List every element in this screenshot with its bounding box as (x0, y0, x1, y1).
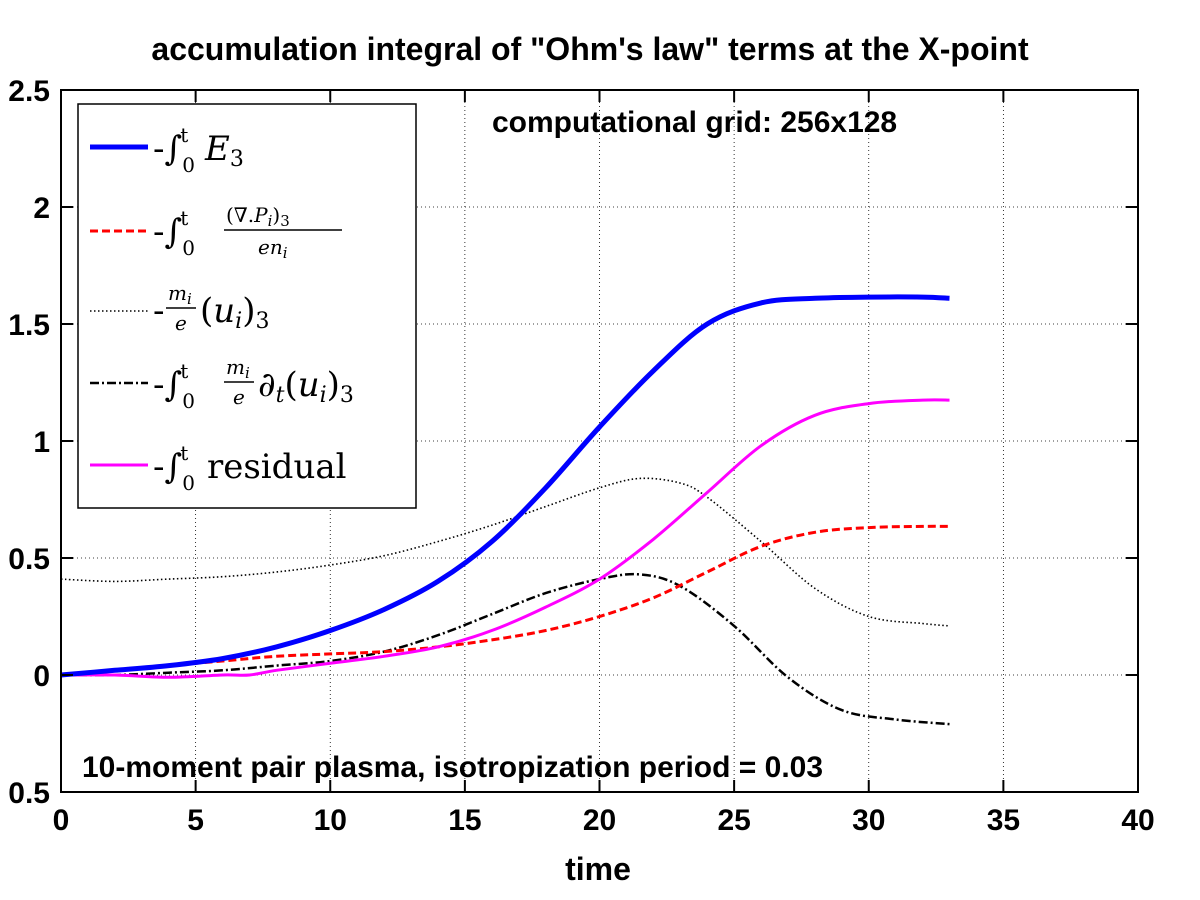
legend-label-inertia: -∫t 0 (153, 359, 195, 413)
legend-label-e3: -∫t 0 E3 (153, 123, 244, 177)
y-tick-label: 1 (33, 426, 50, 459)
y-tick-label: 0.5 (8, 777, 50, 810)
series-residual (60, 398, 950, 679)
x-tick-label: 25 (717, 804, 750, 837)
series-velocity (60, 477, 950, 627)
legend-box (77, 103, 417, 509)
x-tick-label: 10 (314, 804, 347, 837)
series-lines (60, 294, 950, 726)
legend-entry-velocity: - mi e (ui)3 (90, 281, 269, 335)
x-tick-label: 5 (187, 804, 204, 837)
legend-label-residual: -∫t 0 residual (153, 441, 347, 495)
y-tick-label: 2 (33, 192, 50, 225)
legend-entry-inertia: -∫t 0 mi e ∂t(ui)3 (90, 355, 354, 413)
legend: -∫t 0 E3 -∫t 0 (∇.Pi)3 eni - mi e (ui)3 -∫t… (77, 103, 417, 509)
tick-marks (60, 89, 1139, 793)
x-tick-label: 30 (852, 804, 885, 837)
legend-label-pressure: -∫t 0 (153, 206, 195, 260)
annotation-plasma: 10-moment pair plasma, isotropization pe… (82, 751, 823, 784)
x-tick-label: 40 (1121, 804, 1154, 837)
x-tick-label: 15 (448, 804, 481, 837)
legend-label-pressure-num: (∇.Pi)3 (226, 203, 290, 230)
legend-label-inertia-rest: ∂t(ui)3 (258, 365, 354, 408)
series-e3 (60, 294, 950, 678)
legend-entry-pressure: -∫t 0 (∇.Pi)3 eni (90, 203, 342, 262)
legend-label-inertia-den: e (233, 385, 245, 409)
y-tick-label: 0 (33, 660, 50, 693)
tick-labels: 0 5 10 15 20 25 30 35 400.500.511.522.5 (8, 75, 1154, 837)
x-tick-label: 35 (987, 804, 1020, 837)
legend-label-velocity: - (153, 291, 165, 331)
chart-title: accumulation integral of "Ohm's law" ter… (151, 31, 1029, 67)
legend-label-velocity-num: mi (168, 281, 192, 308)
x-axis-label: time (565, 851, 631, 887)
legend-entry-residual: -∫t 0 residual (90, 441, 347, 495)
y-tick-label: 1.5 (8, 309, 50, 342)
legend-entry-e3: -∫t 0 E3 (90, 123, 244, 177)
x-tick-label: 0 (53, 804, 70, 837)
y-tick-label: 2.5 (8, 75, 50, 108)
legend-label-velocity-den: e (175, 311, 187, 335)
series-inertia (60, 572, 950, 726)
x-tick-label: 20 (583, 804, 616, 837)
annotation-grid: computational grid: 256x128 (492, 106, 897, 139)
legend-label-inertia-num: mi (226, 355, 250, 382)
y-tick-label: 0.5 (8, 543, 50, 576)
